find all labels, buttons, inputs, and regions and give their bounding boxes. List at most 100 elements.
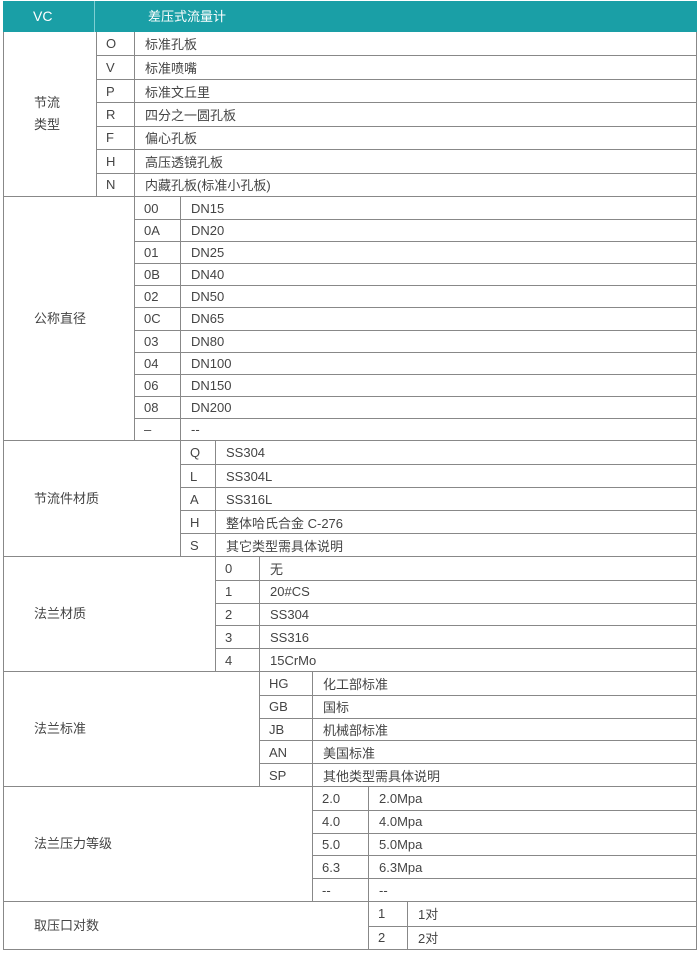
row-description: SS304L (226, 468, 273, 484)
row-description: 4.0Mpa (379, 814, 423, 830)
row-description: 标准文丘里 (145, 84, 211, 100)
table-row: GB 国标 (260, 694, 696, 718)
row-description: -- (191, 421, 200, 437)
row-code: S (181, 534, 216, 556)
row-code: HG (260, 672, 313, 695)
header-code: VC (3, 1, 95, 32)
table-row: V 标准喷嘴 (97, 55, 696, 79)
row-description: DN40 (191, 267, 225, 283)
row-description: 20#CS (270, 584, 310, 600)
row-description: SS316L (226, 491, 273, 507)
row-description: DN150 (191, 377, 232, 393)
row-code: O (97, 32, 135, 56)
group-label: 公称直径 (4, 197, 135, 440)
table-row: 08 DN200 (135, 395, 696, 418)
row-description: DN25 (191, 245, 225, 261)
row-description: 1对 (418, 907, 439, 923)
group-label: 法兰标准 (4, 672, 260, 786)
row-code: 2 (216, 603, 260, 626)
table-row: F 偏心孔板 (97, 125, 696, 150)
table-row: 4.0 4.0Mpa (313, 809, 696, 833)
row-description: 高压透镜孔板 (145, 154, 224, 170)
row-code: 02 (135, 286, 181, 308)
table-row: 04 DN100 (135, 351, 696, 374)
row-code: -- (313, 879, 369, 901)
table-row: L SS304L (181, 464, 696, 487)
row-description: 四分之一圆孔板 (145, 107, 237, 123)
row-code: N (97, 173, 135, 196)
row-description: 标准孔板 (145, 37, 198, 53)
table-row: HG 化工部标准 (260, 672, 696, 695)
table-row: AN 美国标准 (260, 740, 696, 764)
table-row: 0C DN65 (135, 307, 696, 330)
row-description: 机械部标准 (323, 722, 389, 738)
row-code: H (181, 511, 216, 533)
table-row: 02 DN50 (135, 285, 696, 308)
table-row: R 四分之一圆孔板 (97, 102, 696, 126)
table-row: 06 DN150 (135, 373, 696, 396)
row-code: 04 (135, 352, 181, 374)
table-row: 3 SS316 (216, 625, 696, 649)
row-description: -- (379, 882, 388, 898)
spec-group: 公称直径 00 DN15 0A DN20 01 DN25 0B DN40 02 DN50 0C DN65… (3, 197, 697, 441)
row-code: AN (260, 741, 313, 764)
table-row: 1 20#CS (216, 579, 696, 603)
row-description: SS304 (226, 445, 266, 460)
row-description: 5.0Mpa (379, 836, 423, 852)
row-code: 0A (135, 220, 181, 242)
row-description: DN65 (191, 311, 225, 327)
row-description: 6.3Mpa (379, 859, 423, 875)
row-description: 其它类型需具体说明 (226, 538, 344, 554)
spec-group: 法兰标准 HG 化工部标准 GB 国标 JB 机械部标准 AN 美国标准 SP 其他类型需具体说明 (3, 672, 697, 787)
table-row: H 整体哈氏合金 C-276 (181, 510, 696, 533)
row-code: P (97, 79, 135, 103)
row-code: Q (181, 441, 216, 464)
table-row: JB 机械部标准 (260, 717, 696, 741)
row-code: GB (260, 695, 313, 718)
spec-group: 法兰材质 0 无 1 20#CS 2 SS304 3 SS316 4 15CrMo (3, 557, 697, 672)
table-row: 2 2对 (369, 925, 696, 949)
row-code: 6.3 (313, 856, 369, 879)
table-row: 5.0 5.0Mpa (313, 832, 696, 856)
row-description: 15CrMo (270, 652, 317, 668)
row-description: 偏心孔板 (145, 131, 198, 147)
row-description: DN15 (191, 200, 225, 216)
row-code: L (181, 465, 216, 487)
row-code: 00 (135, 197, 181, 220)
table-row: 2 SS304 (216, 602, 696, 626)
row-code: SP (260, 764, 313, 786)
row-code: 2 (369, 926, 408, 949)
table-row: -- -- (313, 878, 696, 901)
row-code: JB (260, 718, 313, 741)
row-code: 5.0 (313, 833, 369, 856)
row-code: F (97, 126, 135, 150)
group-label: 法兰压力等级 (4, 787, 313, 901)
table-row: 00 DN15 (135, 197, 696, 220)
table-row: 4 15CrMo (216, 648, 696, 671)
row-description: DN20 (191, 223, 225, 239)
group-label: 法兰材质 (4, 557, 216, 671)
row-description: 其他类型需具体说明 (323, 768, 441, 784)
row-description: DN200 (191, 399, 232, 415)
row-code: 0B (135, 264, 181, 286)
spec-group: 节流件材质 Q SS304 L SS304L A SS316L H 整体哈氏合金 C-276 S 其… (3, 441, 697, 557)
table-row: SP 其他类型需具体说明 (260, 763, 696, 786)
row-description: 标准喷嘴 (145, 61, 198, 77)
table-row: H 高压透镜孔板 (97, 149, 696, 173)
row-code: 0C (135, 308, 181, 330)
table-row: 1 1对 (369, 902, 696, 926)
row-description: SS304 (270, 606, 310, 622)
table-row: P 标准文丘里 (97, 78, 696, 103)
group-label: 节流件材质 (4, 441, 181, 556)
table-row: Q SS304 (181, 441, 696, 464)
table-row: N 内藏孔板(标准小孔板) (97, 172, 696, 196)
row-description: 2.0Mpa (379, 790, 423, 806)
row-description: 美国标准 (323, 745, 376, 761)
row-code: A (181, 488, 216, 510)
table-row: O 标准孔板 (97, 32, 696, 56)
row-code: 4.0 (313, 810, 369, 833)
row-code: H (97, 150, 135, 173)
row-description: 无 (270, 561, 284, 577)
row-code: 03 (135, 330, 181, 352)
